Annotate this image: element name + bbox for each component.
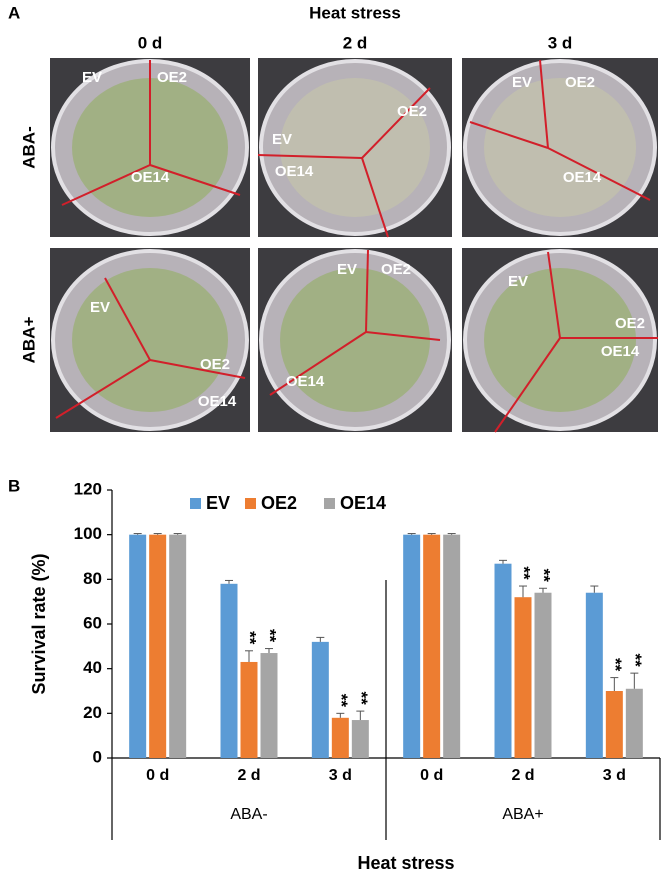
bar xyxy=(585,592,603,758)
plate-label: OE14 xyxy=(563,169,602,186)
y-tick-label: 100 xyxy=(74,524,102,543)
bar xyxy=(494,563,512,758)
panel-title: Heat stress xyxy=(309,3,401,22)
x-axis-label: Heat stress xyxy=(357,853,454,873)
divider xyxy=(361,87,431,159)
bar xyxy=(149,534,167,758)
group-label: ABA+ xyxy=(502,806,543,823)
x-tick-label: 3 d xyxy=(329,767,352,784)
seedlings xyxy=(484,78,636,217)
y-tick-label: 0 xyxy=(93,747,102,766)
bar xyxy=(403,534,421,758)
divider xyxy=(149,359,246,379)
divider xyxy=(469,121,549,149)
divider xyxy=(547,251,561,339)
column-label: 2 d xyxy=(343,33,368,52)
divider xyxy=(257,154,363,159)
legend-label: EV xyxy=(206,493,230,513)
divider xyxy=(539,59,549,149)
bar xyxy=(331,717,349,758)
plate-label: EV xyxy=(82,69,102,86)
plate-label: OE14 xyxy=(601,343,640,360)
panel-label: A xyxy=(8,3,20,22)
divider xyxy=(61,164,151,206)
bar xyxy=(240,661,258,758)
divider xyxy=(149,164,241,196)
bar xyxy=(169,534,187,758)
bar xyxy=(443,534,461,758)
divider xyxy=(55,359,151,419)
y-tick-label: 40 xyxy=(83,658,102,677)
column-label: 3 d xyxy=(548,33,573,52)
y-tick-label: 20 xyxy=(83,703,102,722)
plate-label: OE14 xyxy=(198,393,237,410)
divider xyxy=(361,157,389,238)
significance: ** xyxy=(332,694,351,708)
significance: ** xyxy=(535,569,554,583)
y-tick-label: 60 xyxy=(83,613,102,632)
seedlings xyxy=(72,268,228,412)
plate-label: OE2 xyxy=(381,261,411,278)
plate-label: OE2 xyxy=(157,69,187,86)
bar xyxy=(351,720,369,758)
row-label: ABA- xyxy=(19,126,38,169)
panel-label: B xyxy=(8,476,20,495)
plate-label: OE2 xyxy=(565,74,595,91)
legend-label: OE14 xyxy=(340,493,386,513)
plate-label: EV xyxy=(337,261,357,278)
plate-label: OE2 xyxy=(200,356,230,373)
legend-swatch xyxy=(245,498,256,509)
seedlings xyxy=(280,78,430,217)
y-tick-label: 120 xyxy=(74,479,102,498)
x-tick-label: 2 d xyxy=(511,767,534,784)
bar xyxy=(311,641,329,758)
plate-label: OE2 xyxy=(397,103,427,120)
x-tick-label: 0 d xyxy=(146,767,169,784)
divider xyxy=(104,277,151,361)
significance: ** xyxy=(626,654,645,668)
bar xyxy=(514,597,532,758)
plate-label: EV xyxy=(512,74,532,91)
plate-label: EV xyxy=(508,273,528,290)
plate-label: EV xyxy=(272,131,292,148)
significance: ** xyxy=(606,658,625,672)
significance: ** xyxy=(515,566,534,580)
divider xyxy=(269,331,367,396)
plate-label: OE14 xyxy=(275,163,314,180)
divider xyxy=(547,147,651,201)
x-tick-label: 3 d xyxy=(603,767,626,784)
bar xyxy=(260,653,278,758)
y-tick-label: 80 xyxy=(83,569,102,588)
seedlings xyxy=(484,268,636,412)
bar xyxy=(625,688,643,758)
divider xyxy=(365,249,369,333)
plate-label: OE14 xyxy=(286,373,325,390)
column-label: 0 d xyxy=(138,33,163,52)
plate-label: OE14 xyxy=(131,169,170,186)
significance: ** xyxy=(352,691,371,705)
legend-swatch xyxy=(324,498,335,509)
significance: ** xyxy=(261,629,280,643)
bar xyxy=(534,592,552,758)
bar xyxy=(605,691,623,758)
significance: ** xyxy=(241,631,260,645)
bar xyxy=(423,534,441,758)
divider xyxy=(494,337,561,433)
row-label: ABA+ xyxy=(19,317,38,364)
x-tick-label: 2 d xyxy=(237,767,260,784)
bar xyxy=(220,583,238,758)
legend-label: OE2 xyxy=(261,493,297,513)
x-tick-label: 0 d xyxy=(420,767,443,784)
plate-label: EV xyxy=(90,299,110,316)
divider xyxy=(365,331,441,341)
group-label: ABA- xyxy=(230,806,267,823)
y-axis-label: Survival rate (%) xyxy=(29,553,49,694)
plate-label: OE2 xyxy=(615,315,645,332)
bar xyxy=(129,534,147,758)
legend-swatch xyxy=(190,498,201,509)
